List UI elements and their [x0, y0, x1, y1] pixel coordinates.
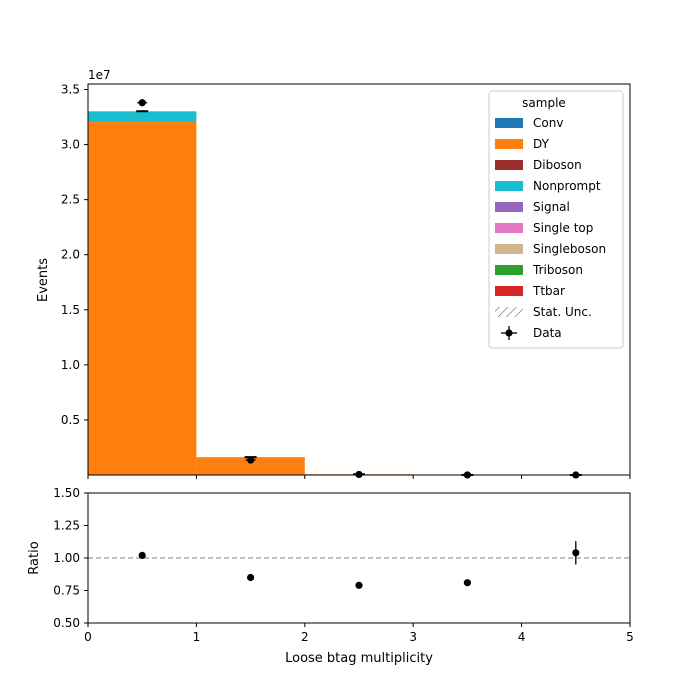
x-tick-label-5: 5	[626, 630, 634, 644]
legend-item-dy-swatch	[495, 139, 523, 149]
data-point-bin-2	[355, 470, 363, 479]
legend-item-signal-label: Signal	[533, 200, 570, 214]
x-tick-label-0: 0	[84, 630, 92, 644]
main-y-tick-label-3: 2.0	[61, 248, 80, 262]
legend-item-diboson-swatch	[495, 160, 523, 170]
data-point-bin-0	[138, 99, 146, 107]
ratio-point-bin-0	[138, 551, 146, 560]
main-bars	[88, 111, 630, 475]
legend-item-stat-unc--swatch	[495, 307, 523, 317]
main-y-tick-label-0: 0.5	[61, 413, 80, 427]
bar-nonprompt-bin-0	[88, 111, 197, 122]
main-y-tick-label-1: 1.0	[61, 358, 80, 372]
main-y-tick-label-4: 2.5	[61, 193, 80, 207]
ratio-y-tick-label-4: 1.50	[53, 486, 80, 500]
ratio-points	[138, 541, 580, 589]
ratio-y-tick-label-1: 0.75	[53, 584, 80, 598]
ratio-y-tick-label-3: 1.25	[53, 519, 80, 533]
ratio-y-tick-label-2: 1.00	[53, 551, 80, 565]
legend-item-data-marker	[505, 329, 513, 337]
bar-dy-bin-0	[88, 121, 197, 475]
data-point-bin-1	[247, 456, 255, 464]
ratio-y-ticks: 0.50 0.75 1.00 1.25 1.50	[53, 486, 88, 630]
legend-item-singleboson-label: Singleboson	[533, 242, 606, 256]
legend-item-conv-label: Conv	[533, 116, 563, 130]
legend-item-diboson-label: Diboson	[533, 158, 582, 172]
ratio-point-bin-4	[572, 549, 580, 557]
ratio-point-bin-3	[463, 579, 471, 587]
legend-item-triboson-swatch	[495, 265, 523, 275]
legend-item-data-label: Data	[533, 326, 562, 340]
main-y-tick-label-2: 1.5	[61, 303, 80, 317]
y-multiplier-label: 1e7	[88, 68, 111, 82]
legend-title: sample	[522, 96, 566, 110]
main-y-tick-label-6: 3.5	[61, 83, 80, 97]
legend-box	[488, 90, 624, 349]
ratio-panel: 0 1 2 3 4 5 0.50 0.75 1.00 1.25 1.50 Ratio Loose …	[27, 486, 634, 666]
legend-item-single-top-label: Single top	[533, 221, 593, 235]
legend-item-signal-swatch	[495, 202, 523, 212]
legend-item-nonprompt-label: Nonprompt	[533, 179, 601, 193]
ratio-y-tick-label-0: 0.50	[53, 616, 80, 630]
main-data-points	[137, 99, 581, 479]
ratio-point-bin-1	[247, 573, 255, 582]
legend-item-nonprompt-swatch	[495, 181, 523, 191]
legend-item-singleboson-swatch	[495, 244, 523, 254]
legend-item-ttbar-label: Ttbar	[532, 284, 565, 298]
legend-item-single-top-swatch	[495, 223, 523, 233]
legend-item-ttbar-swatch	[495, 286, 523, 296]
legend: sample Conv DY Diboson Nonprompt Signal Single…	[488, 90, 624, 349]
legend-item-conv-swatch	[495, 118, 523, 128]
main-plot-frame	[87, 83, 631, 476]
x-tick-label-3: 3	[409, 630, 417, 644]
ratio-x-ticks: 0 1 2 3 4 5	[84, 623, 634, 644]
legend-item-triboson-label: Triboson	[532, 263, 583, 277]
x-tick-label-2: 2	[301, 630, 309, 644]
ratio-y-axis-label: Ratio	[27, 541, 42, 574]
main-x-ticks	[87, 475, 631, 479]
main-y-ticks: 0.5 1.0 1.5 2.0 2.5 3.0 3.5	[61, 83, 88, 427]
x-tick-label-1: 1	[193, 630, 201, 644]
legend-item-dy-label: DY	[533, 137, 550, 151]
main-y-axis-label: Events	[36, 258, 51, 302]
main-y-tick-label-5: 3.0	[61, 138, 80, 152]
ratio-point-bin-2	[355, 581, 363, 589]
x-axis-label: Loose btag multiplicity	[285, 651, 433, 666]
x-tick-label-4: 4	[518, 630, 526, 644]
bar-dy-bin-1	[196, 457, 305, 475]
main-panel: 0.5 1.0 1.5 2.0 2.5 3.0 3.5 1e7 Events sample C…	[36, 68, 631, 479]
legend-item-stat-unc--label: Stat. Unc.	[533, 305, 592, 319]
